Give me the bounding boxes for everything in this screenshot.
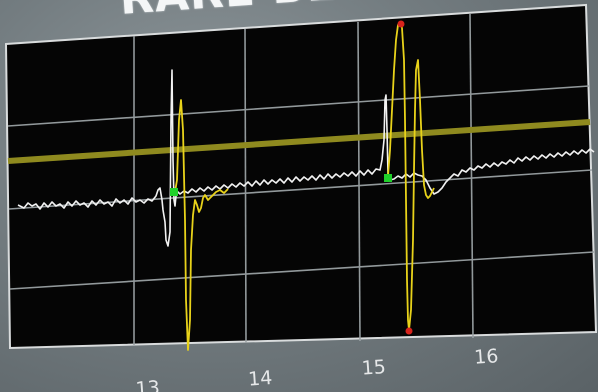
- x-tick-13: 13: [135, 377, 161, 392]
- yellow-trace: [174, 99, 229, 351]
- green-marker: [384, 174, 392, 182]
- white-trace: [17, 69, 595, 247]
- grid-line-h3: [9, 251, 595, 290]
- x-axis-ticks: 13 14 15 16: [135, 345, 499, 392]
- red-peak-marker: [397, 20, 405, 28]
- x-tick-16: 16: [473, 345, 499, 369]
- red-peak-marker: [405, 327, 413, 335]
- x-tick-15: 15: [361, 356, 387, 380]
- green-marker: [170, 188, 178, 196]
- x-tick-14: 14: [247, 367, 273, 391]
- threshold-line: [7, 119, 591, 164]
- grid-line-v3: [357, 21, 361, 342]
- grid-line-v2: [244, 28, 247, 344]
- grid-line-h1: [7, 85, 590, 127]
- grid-line-v4: [469, 13, 474, 339]
- scope-screen: [4, 3, 598, 350]
- yellow-trace-2: [387, 21, 435, 331]
